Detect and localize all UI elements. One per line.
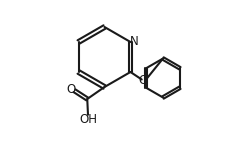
Text: OH: OH <box>79 113 96 126</box>
Text: O: O <box>138 74 147 87</box>
Text: O: O <box>66 83 76 96</box>
Text: N: N <box>129 35 138 48</box>
